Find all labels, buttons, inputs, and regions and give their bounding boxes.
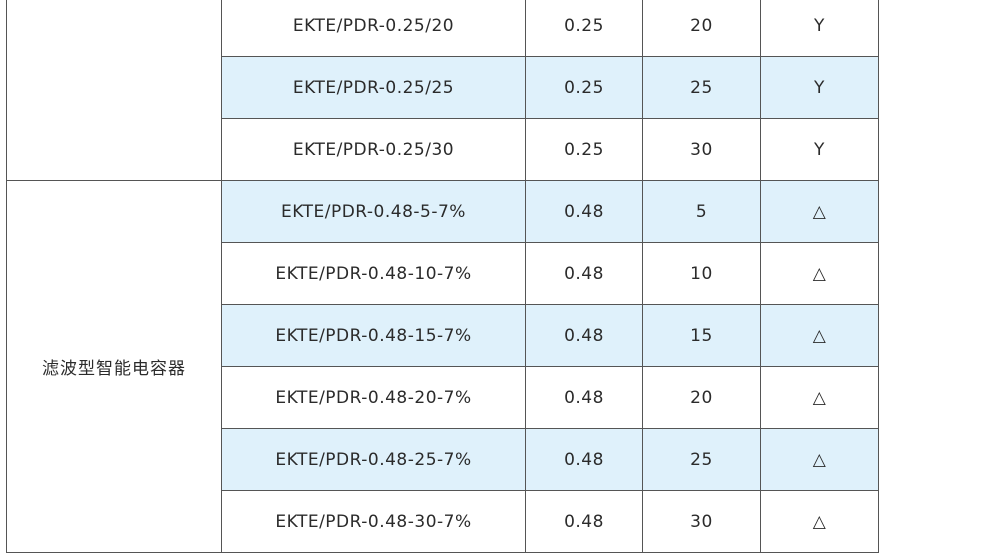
flag-cell: △ — [760, 366, 879, 429]
category-cell — [6, 0, 222, 181]
voltage-cell: 0.48 — [525, 428, 643, 491]
voltage-cell: 0.48 — [525, 304, 643, 367]
table-row: EKTE/PDR-0.48-25-7% 0.48 25 △ — [7, 428, 879, 491]
flag-cell: Y — [760, 56, 879, 119]
model-cell: EKTE/PDR-0.48-30-7% — [221, 490, 526, 553]
capacity-cell: 20 — [642, 0, 761, 57]
flag-cell: △ — [760, 242, 879, 305]
table-row: EKTE/PDR-0.48-10-7% 0.48 10 △ — [7, 242, 879, 305]
voltage-cell: 0.48 — [525, 366, 643, 429]
capacity-cell: 10 — [642, 242, 761, 305]
flag-cell: △ — [760, 180, 879, 243]
model-cell: EKTE/PDR-0.25/25 — [221, 56, 526, 119]
category-cell: 滤波型智能电容器 — [6, 180, 222, 553]
table-row: EKTE/PDR-0.25/30 0.25 30 Y — [7, 118, 879, 181]
capacity-cell: 25 — [642, 56, 761, 119]
flag-cell: △ — [760, 428, 879, 491]
table-row: EKTE/PDR-0.25/20 0.25 20 Y — [6, 0, 879, 181]
capacity-cell: 20 — [642, 366, 761, 429]
model-cell: EKTE/PDR-0.48-10-7% — [221, 242, 526, 305]
spec-table-body: EKTE/PDR-0.25/20 0.25 20 Y EKTE/PDR-0.25… — [6, 0, 879, 553]
table-row: EKTE/PDR-0.48-20-7% 0.48 20 △ — [7, 366, 879, 429]
capacity-cell: 15 — [642, 304, 761, 367]
capacity-cell: 25 — [642, 428, 761, 491]
table-row: EKTE/PDR-0.48-15-7% 0.48 15 △ — [7, 304, 879, 367]
voltage-cell: 0.48 — [525, 490, 643, 553]
model-cell: EKTE/PDR-0.48-5-7% — [221, 180, 526, 243]
model-cell: EKTE/PDR-0.25/20 — [221, 0, 526, 57]
capacitor-spec-table: EKTE/PDR-0.25/20 0.25 20 Y EKTE/PDR-0.25… — [6, 0, 879, 553]
table-row: EKTE/PDR-0.48-30-7% 0.48 30 △ — [7, 490, 879, 553]
flag-cell: Y — [760, 0, 879, 57]
capacity-cell: 30 — [642, 490, 761, 553]
voltage-cell: 0.25 — [525, 0, 643, 57]
flag-cell: △ — [760, 304, 879, 367]
model-cell: EKTE/PDR-0.48-20-7% — [221, 366, 526, 429]
voltage-cell: 0.25 — [525, 56, 643, 119]
capacity-cell: 30 — [642, 118, 761, 181]
table-row: 滤波型智能电容器 EKTE/PDR-0.48-5-7% 0.48 5 △ — [6, 180, 879, 553]
flag-cell: Y — [760, 118, 879, 181]
capacity-cell: 5 — [642, 180, 761, 243]
flag-cell: △ — [760, 490, 879, 553]
voltage-cell: 0.48 — [525, 242, 643, 305]
model-cell: EKTE/PDR-0.25/30 — [221, 118, 526, 181]
model-cell: EKTE/PDR-0.48-15-7% — [221, 304, 526, 367]
voltage-cell: 0.48 — [525, 180, 643, 243]
voltage-cell: 0.25 — [525, 118, 643, 181]
table-row: EKTE/PDR-0.25/25 0.25 25 Y — [7, 56, 879, 119]
model-cell: EKTE/PDR-0.48-25-7% — [221, 428, 526, 491]
